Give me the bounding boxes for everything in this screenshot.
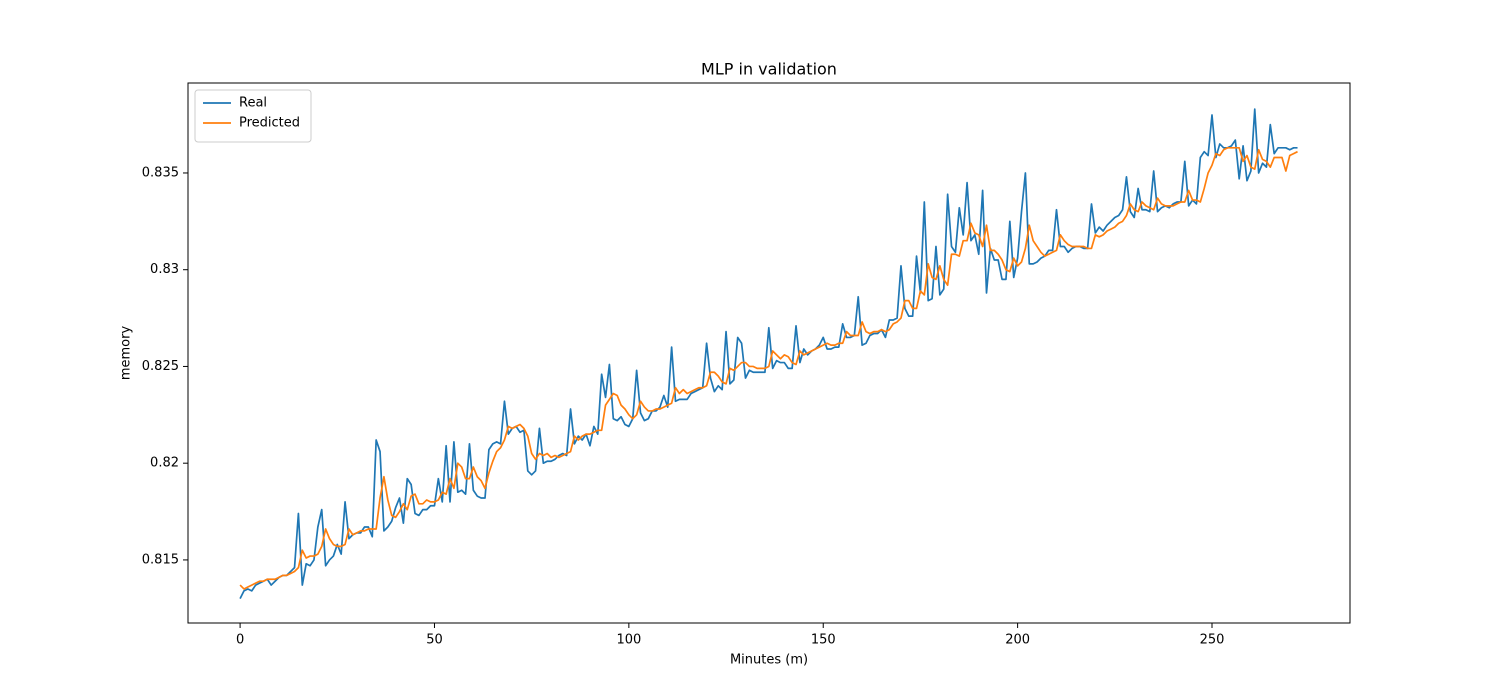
x-tick-label: 200 xyxy=(1005,633,1030,648)
legend-label: Real xyxy=(239,96,267,111)
x-tick-label: 50 xyxy=(426,633,443,648)
plot-frame xyxy=(187,82,1351,624)
y-axis-label: memory xyxy=(119,326,134,381)
chart-title: MLP in validation xyxy=(701,60,837,79)
line-series xyxy=(239,108,1298,600)
x-tick-label: 0 xyxy=(236,633,244,648)
y-tick-label: 0.815 xyxy=(142,552,179,567)
y-tick-label: 0.835 xyxy=(142,165,179,180)
y-tick-label: 0.83 xyxy=(150,262,179,277)
x-tick-label: 100 xyxy=(616,633,641,648)
line-series xyxy=(239,146,1298,590)
x-tick-label: 150 xyxy=(811,633,836,648)
x-tick-label: 250 xyxy=(1200,633,1225,648)
y-tick-label: 0.825 xyxy=(142,359,179,374)
y-tick-label: 0.82 xyxy=(150,456,179,471)
legend-label: Predicted xyxy=(239,116,300,131)
x-axis-label: Minutes (m) xyxy=(730,653,808,668)
